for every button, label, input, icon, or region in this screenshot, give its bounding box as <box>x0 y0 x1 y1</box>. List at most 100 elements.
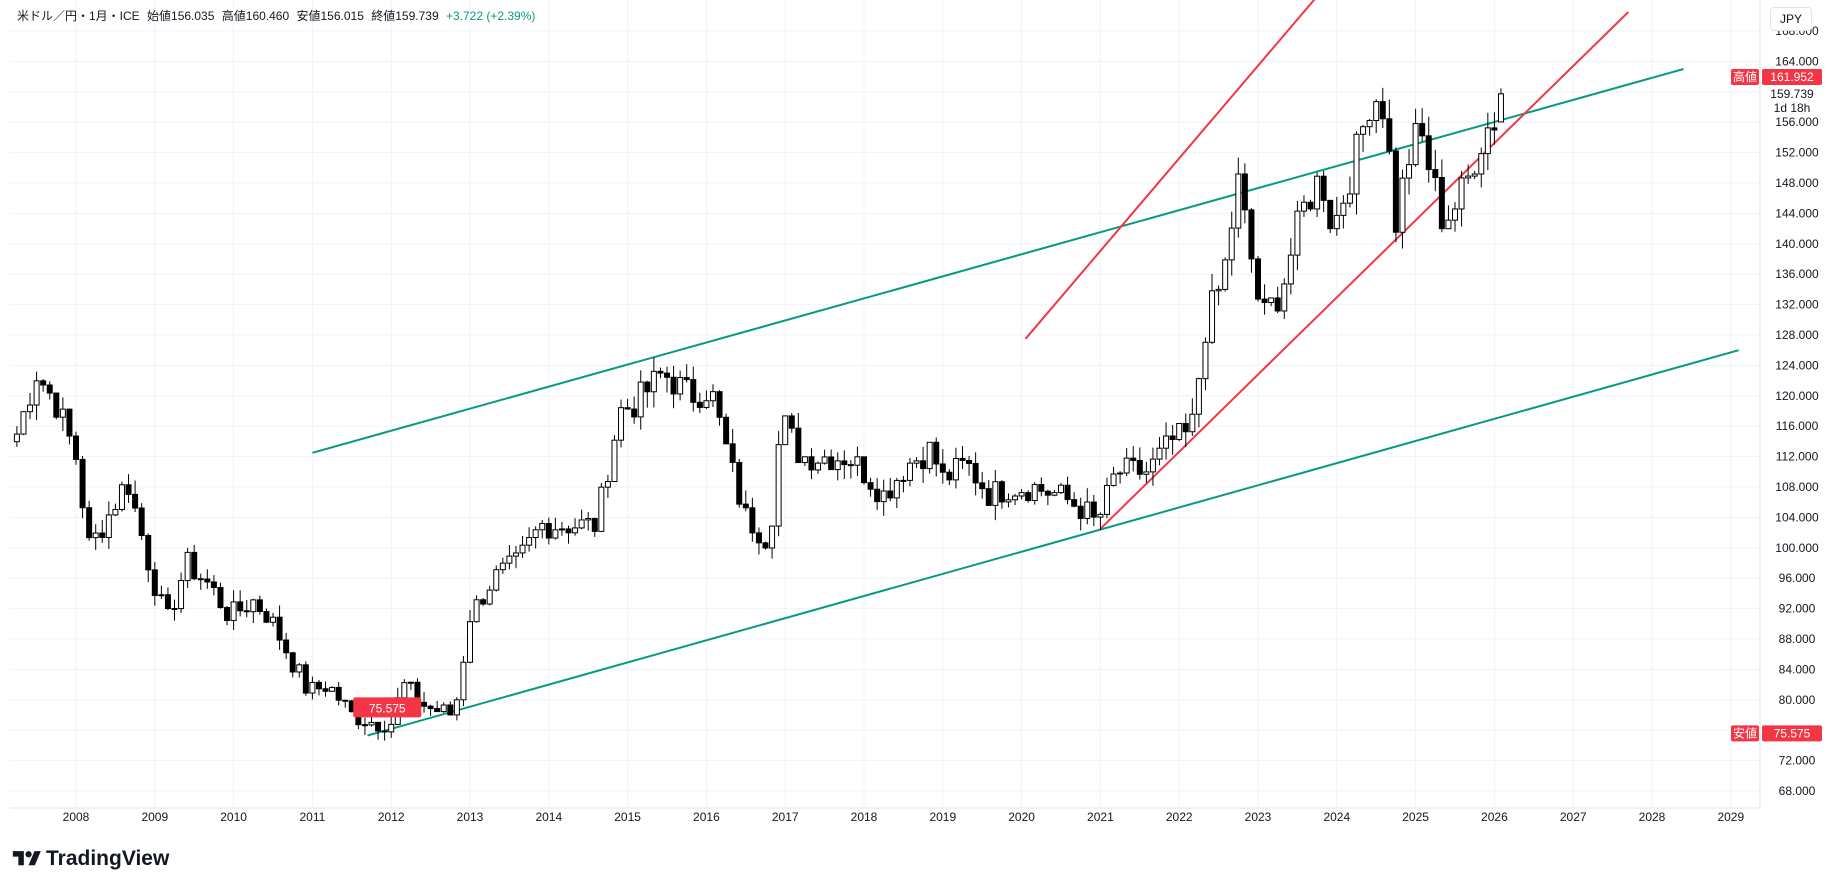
candle[interactable] <box>335 682 342 706</box>
candle[interactable] <box>263 608 270 623</box>
candle[interactable] <box>762 541 769 550</box>
candle[interactable] <box>427 704 434 716</box>
candle[interactable] <box>519 535 526 558</box>
candle[interactable] <box>841 450 848 480</box>
candle[interactable] <box>270 612 276 627</box>
candle[interactable] <box>132 480 139 513</box>
candle[interactable] <box>1110 466 1117 487</box>
candle[interactable] <box>499 557 506 574</box>
candle[interactable] <box>315 680 322 696</box>
candle[interactable] <box>1222 257 1229 292</box>
candle[interactable] <box>342 699 349 708</box>
candle[interactable] <box>1156 437 1163 466</box>
candle[interactable] <box>558 521 565 536</box>
candle[interactable] <box>631 396 638 424</box>
candle[interactable] <box>847 460 854 479</box>
candle[interactable] <box>874 478 881 511</box>
candle[interactable] <box>808 448 815 480</box>
candle[interactable] <box>1176 423 1183 442</box>
trendline-red[interactable] <box>1024 0 1333 340</box>
candle[interactable] <box>769 525 776 559</box>
candle[interactable] <box>959 446 966 470</box>
candle[interactable] <box>217 582 224 609</box>
candle[interactable] <box>13 426 20 447</box>
candle[interactable] <box>460 656 467 706</box>
candle[interactable] <box>677 370 684 401</box>
candle[interactable] <box>480 597 487 606</box>
candle[interactable] <box>151 561 158 606</box>
candle[interactable] <box>775 431 782 537</box>
candle[interactable] <box>801 456 808 467</box>
candle[interactable] <box>191 544 198 581</box>
candle[interactable] <box>105 501 112 549</box>
candle[interactable] <box>1327 199 1334 234</box>
candle[interactable] <box>1346 176 1353 208</box>
candle[interactable] <box>178 572 185 613</box>
candle[interactable] <box>1143 461 1150 483</box>
candle[interactable] <box>1169 424 1176 455</box>
candle[interactable] <box>1025 490 1032 503</box>
candle[interactable] <box>1163 422 1170 460</box>
candle[interactable] <box>998 480 1005 509</box>
candle[interactable] <box>1090 494 1097 527</box>
candle[interactable] <box>913 457 920 468</box>
candle[interactable] <box>1261 284 1268 315</box>
candle[interactable] <box>1465 164 1472 184</box>
candle[interactable] <box>1300 195 1307 217</box>
candle[interactable] <box>1333 196 1340 236</box>
candle[interactable] <box>604 474 611 498</box>
candle[interactable] <box>723 413 730 445</box>
time-axis[interactable]: 2008 2009 2010 2011 2012 2013 2014 2015 2016 2017… <box>63 810 1745 824</box>
candle[interactable] <box>388 716 395 738</box>
candle[interactable] <box>618 399 625 448</box>
candle[interactable] <box>952 447 959 489</box>
candle[interactable] <box>1445 205 1452 230</box>
candle[interactable] <box>926 441 933 474</box>
candle[interactable] <box>230 590 237 631</box>
candle[interactable] <box>788 413 795 433</box>
candle[interactable] <box>585 512 592 531</box>
candle[interactable] <box>99 519 106 543</box>
candle[interactable] <box>1497 88 1504 123</box>
candle[interactable] <box>59 397 66 431</box>
candle[interactable] <box>664 366 670 393</box>
candle[interactable] <box>1353 131 1360 215</box>
candle[interactable] <box>309 676 316 700</box>
candle[interactable] <box>1452 202 1458 232</box>
candle[interactable] <box>578 509 585 530</box>
candle[interactable] <box>164 587 171 611</box>
candle[interactable] <box>572 518 579 536</box>
candle[interactable] <box>453 696 460 721</box>
candle[interactable] <box>815 461 822 474</box>
candle[interactable] <box>1215 285 1222 306</box>
candle[interactable] <box>473 595 480 623</box>
candle[interactable] <box>526 527 533 552</box>
candle[interactable] <box>1235 157 1242 238</box>
candle[interactable] <box>854 446 861 477</box>
candle[interactable] <box>79 456 86 519</box>
candle[interactable] <box>1209 273 1216 345</box>
candle[interactable] <box>118 481 125 512</box>
candle[interactable] <box>1484 112 1491 171</box>
candle[interactable] <box>1130 446 1137 472</box>
candle[interactable] <box>887 477 894 502</box>
candle[interactable] <box>1044 489 1051 506</box>
candle[interactable] <box>598 482 605 532</box>
candle[interactable] <box>939 449 946 484</box>
candle[interactable] <box>1241 163 1248 224</box>
candle[interactable] <box>506 545 513 570</box>
candles[interactable] <box>13 87 1504 741</box>
trendlines[interactable] <box>312 0 1739 737</box>
candle[interactable] <box>1392 147 1399 243</box>
candle[interactable] <box>1438 159 1445 233</box>
candle[interactable] <box>591 517 598 537</box>
candle[interactable] <box>703 390 710 409</box>
candle[interactable] <box>624 398 631 410</box>
candle[interactable] <box>1274 286 1281 314</box>
candle[interactable] <box>690 366 697 412</box>
candle[interactable] <box>53 392 60 420</box>
currency-button[interactable]: JPY <box>1770 7 1812 31</box>
candle[interactable] <box>729 428 736 472</box>
candle[interactable] <box>539 519 546 539</box>
candle[interactable] <box>1491 112 1498 145</box>
